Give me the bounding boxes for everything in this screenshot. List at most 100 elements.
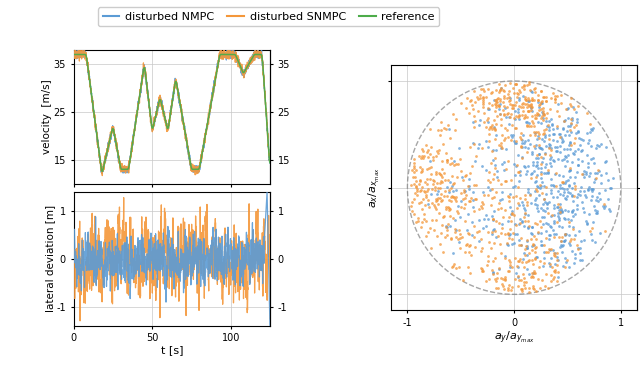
Point [573, 129, 583, 135]
Point [536, 120, 546, 126]
Point [534, 264, 544, 270]
Point [552, 278, 562, 284]
Point [420, 142, 431, 148]
Point [439, 170, 449, 176]
Point [489, 97, 499, 103]
Point [532, 163, 543, 169]
Point [560, 232, 570, 238]
Point [539, 112, 549, 118]
Point [560, 180, 570, 186]
Point [508, 85, 518, 91]
Point [565, 123, 575, 129]
Point [422, 197, 433, 203]
Point [557, 243, 568, 248]
Point [532, 230, 543, 236]
Point [468, 183, 479, 188]
Point [445, 206, 456, 212]
Point [494, 266, 504, 272]
Point [546, 95, 556, 101]
Point [545, 160, 556, 166]
Point [566, 95, 576, 101]
Point [537, 243, 547, 248]
Point [536, 106, 546, 112]
Point [532, 202, 542, 208]
Point [493, 102, 503, 108]
Point [530, 85, 540, 91]
Point [538, 117, 548, 123]
Point [513, 109, 524, 115]
Point [548, 247, 558, 253]
Point [579, 174, 589, 180]
Point [527, 149, 538, 155]
Point [524, 285, 534, 291]
Point [519, 214, 529, 220]
Point [469, 113, 479, 119]
Point [508, 132, 518, 138]
Point [552, 204, 562, 210]
Point [432, 233, 442, 239]
Point [489, 194, 499, 200]
Point [534, 192, 544, 198]
Point [529, 286, 539, 292]
Point [463, 230, 473, 236]
Point [538, 138, 548, 144]
Point [556, 208, 566, 214]
Point [538, 190, 548, 196]
Point [557, 208, 568, 214]
Point [564, 232, 574, 238]
Point [468, 124, 479, 130]
Point [513, 91, 523, 97]
Point [507, 210, 517, 216]
Point [591, 145, 601, 151]
Point [523, 95, 533, 100]
Point [518, 132, 528, 138]
Point [514, 169, 524, 175]
Point [433, 170, 444, 176]
Point [546, 272, 556, 278]
Point [595, 230, 605, 236]
Point [529, 143, 539, 149]
Point [554, 210, 564, 216]
Point [486, 229, 497, 235]
Point [470, 196, 480, 202]
Point [458, 196, 468, 202]
Point [581, 171, 591, 177]
Point [553, 201, 563, 207]
Point [509, 125, 520, 131]
Point [512, 162, 522, 168]
Point [484, 126, 495, 132]
Point [560, 231, 570, 237]
Point [566, 120, 576, 126]
Point [524, 81, 534, 87]
Point [422, 149, 432, 155]
Point [483, 144, 493, 150]
Point [415, 177, 425, 183]
Point [539, 130, 549, 135]
Point [540, 150, 550, 156]
Point [577, 258, 587, 263]
Point [530, 201, 540, 206]
Point [566, 103, 577, 109]
Point [414, 153, 424, 159]
Point [544, 260, 554, 266]
Point [513, 169, 523, 175]
Point [534, 131, 544, 137]
Point [506, 264, 516, 270]
Point [557, 234, 568, 240]
Point [441, 224, 451, 230]
Point [526, 236, 536, 242]
Point [499, 95, 509, 101]
Point [515, 258, 525, 263]
Point [436, 174, 447, 180]
Point [603, 177, 613, 183]
Point [506, 265, 516, 270]
Point [513, 178, 524, 184]
Point [513, 113, 524, 119]
Point [561, 178, 571, 184]
Point [547, 121, 557, 127]
Point [409, 160, 419, 166]
Point [565, 146, 575, 152]
Point [532, 221, 542, 227]
Point [584, 173, 594, 178]
Point [504, 194, 515, 200]
